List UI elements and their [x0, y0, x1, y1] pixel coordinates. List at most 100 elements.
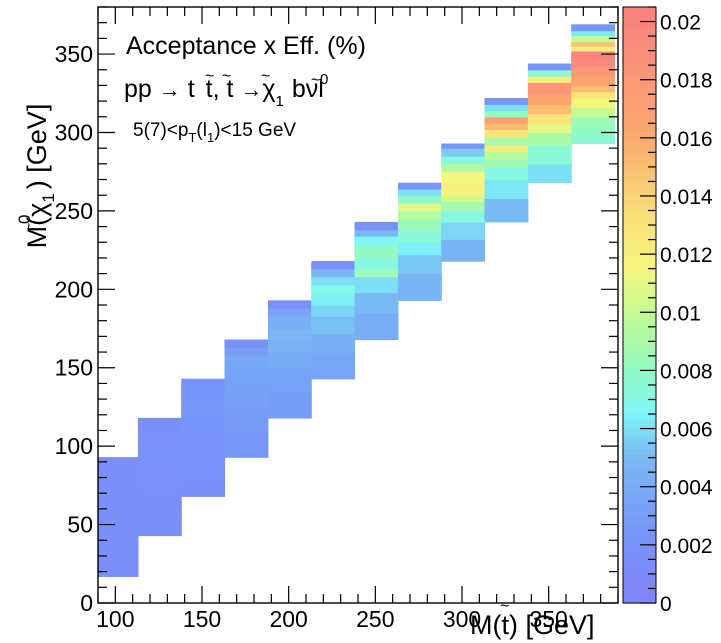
heatmap-cell [397, 188, 442, 196]
x-tick-label: 250 [356, 606, 394, 632]
color-scale-band [623, 215, 656, 222]
x-axis-label: M(t) [GeV] ~ [470, 598, 595, 640]
color-scale-band [623, 404, 656, 410]
heatmap-cell [527, 69, 572, 77]
heatmap-cell [527, 123, 572, 134]
heatmap-cell [571, 91, 616, 99]
heatmap-cell [571, 76, 616, 86]
heatmap-cell [484, 145, 529, 152]
color-scale-band [623, 384, 656, 391]
heatmap-cell [224, 367, 269, 384]
color-scale-band [623, 429, 656, 435]
color-scale-band [623, 598, 656, 604]
heatmap-cell [484, 167, 529, 181]
color-scale-tick-label: 0.01 [660, 302, 701, 325]
color-scale-band [623, 260, 656, 266]
color-scale-band [623, 434, 656, 440]
color-scale-frame [622, 6, 657, 604]
heatmap-cell [441, 156, 486, 165]
color-scale-band [623, 558, 656, 564]
heatmap-cell [397, 218, 442, 231]
heatmap-cell [137, 493, 182, 518]
y-axis-label-text: M(χ1) [GeV] [22, 104, 58, 249]
heatmap-cell [441, 210, 486, 223]
heatmap-cell [267, 391, 312, 419]
heatmap-cell [98, 540, 139, 562]
color-scale-band [623, 230, 656, 237]
color-scale-band [623, 16, 656, 23]
heatmap-cell [98, 502, 139, 522]
color-scale-band [623, 374, 656, 381]
color-scale-band [623, 508, 656, 515]
color-scale-band [623, 389, 656, 395]
heatmap-cell [98, 469, 139, 485]
color-scale-band [623, 131, 656, 137]
color-scale-band [623, 548, 656, 554]
color-scale-band [623, 444, 656, 450]
color-scale-band [623, 190, 656, 197]
superscript-zero: 0 [320, 71, 328, 88]
color-scale-band [623, 568, 656, 574]
tilde-mark: ~ [500, 598, 509, 615]
annotation-line2: pp → t t, t →χ1 bνl ~ ~ ~ ~ 0 [124, 68, 328, 110]
color-scale-band [623, 473, 656, 480]
color-scale-band [623, 180, 656, 187]
heatmap-cell [98, 457, 139, 471]
color-scale-band [623, 593, 656, 599]
heatmap-cell [484, 116, 529, 124]
color-scale-band [623, 31, 656, 38]
y-tick-label: 150 [55, 355, 93, 381]
color-scale-band [623, 265, 656, 271]
heatmap-cell [397, 242, 442, 256]
color-scale-band [623, 583, 656, 589]
x-axis: 100 150 200 250 300 350 [96, 7, 619, 632]
heatmap-cell [484, 159, 529, 168]
annotation-cut: 5(7)<pT(l1)<15 GeV [133, 120, 296, 145]
color-scale-band [623, 394, 656, 400]
heatmap-cell [527, 104, 572, 115]
x-tick-label: 100 [96, 606, 134, 632]
color-scale-band [623, 290, 656, 296]
color-scale-band [623, 255, 656, 261]
color-scale-band [623, 56, 656, 63]
color-scale-band [623, 151, 656, 157]
heatmap-cell [571, 107, 616, 118]
color-scale-band [623, 121, 656, 127]
color-scale-band [623, 478, 656, 485]
heatmap-cell [311, 352, 356, 380]
heatmap-cell [311, 305, 356, 317]
heatmap-cell [527, 82, 572, 96]
heatmap-cells [98, 24, 616, 577]
heatmap-cell [527, 113, 572, 124]
color-scale-band [623, 523, 656, 530]
color-scale-tick-label: 0.016 [660, 128, 713, 151]
color-scale-band [623, 295, 656, 301]
y-tick-label: 100 [55, 433, 93, 459]
heatmap-cell [527, 163, 572, 184]
color-scale-tick-label: 0 [660, 593, 672, 616]
color-scale-tick-label: 0.008 [660, 360, 713, 383]
heatmap-cell [397, 203, 442, 212]
color-scale-tick-label: 0.014 [660, 186, 713, 209]
tilde-mark: ~ [311, 72, 320, 89]
heatmap-cell [484, 129, 529, 138]
heatmap-cell [181, 388, 226, 400]
color-scale-tick-label: 0.004 [660, 477, 713, 500]
color-scale-band [623, 334, 656, 341]
color-scale-band [623, 225, 656, 232]
heatmap-cell [224, 339, 269, 348]
heatmap-cell [224, 406, 269, 431]
heatmap-cell [571, 98, 616, 108]
color-scale-band [623, 543, 656, 549]
y-tick-label: 50 [67, 512, 93, 538]
heatmap-cell [571, 41, 616, 47]
color-scale-band [623, 369, 656, 376]
heatmap-cell [137, 457, 182, 479]
color-scale-band [623, 41, 656, 48]
heatmap-cell [527, 132, 572, 146]
heatmap-cell [484, 110, 529, 118]
heatmap-cell [137, 477, 182, 494]
color-scale-band [623, 518, 656, 525]
color-scale-band [623, 563, 656, 569]
